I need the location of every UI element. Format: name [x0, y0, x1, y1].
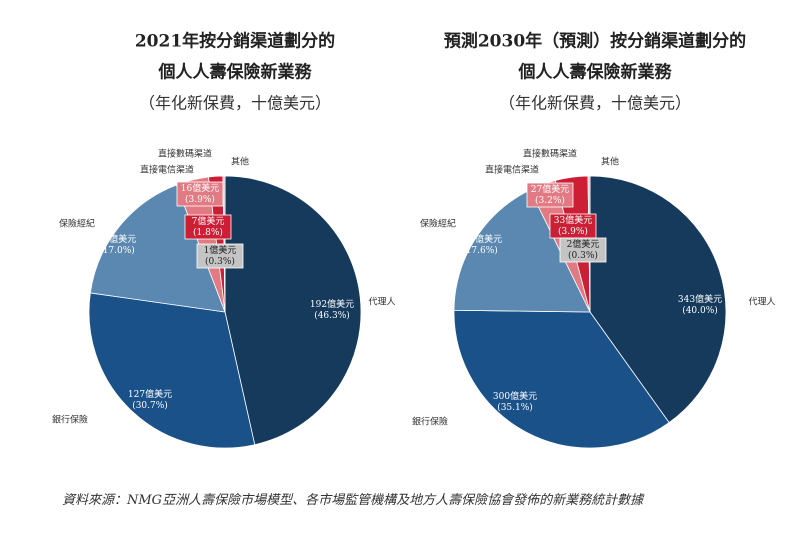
percent-label: (46.3%): [314, 310, 350, 321]
percent-label: (0.3%): [568, 250, 598, 261]
pie-slice: [589, 175, 727, 424]
value-label: 1億美元: [204, 244, 237, 256]
percent-label: (35.1%): [497, 402, 533, 413]
value-label: 27億美元: [531, 183, 569, 195]
value-label: 70億美元: [98, 233, 136, 245]
percent-label: (30.7%): [132, 400, 168, 411]
category-label: 直接數碼渠道: [523, 148, 577, 160]
category-label: 代理人: [748, 297, 775, 308]
value-label: 16億美元: [181, 182, 219, 194]
percent-label: (40.0%): [682, 305, 718, 316]
pie-slice: [88, 292, 256, 449]
category-label: 直接電信渠道: [140, 164, 194, 176]
value-label: 150億美元: [458, 233, 502, 245]
label-box: [526, 182, 574, 208]
value-label: 192億美元: [310, 298, 354, 310]
pie-slice: [224, 175, 362, 446]
chart-subtitle: （年化新保費，十億美元）: [139, 94, 331, 113]
value-label: 33億美元: [554, 214, 592, 226]
percent-label: (17.0%): [99, 245, 135, 256]
value-label: 127億美元: [128, 388, 172, 400]
category-label: 直接數碼渠道: [158, 148, 212, 160]
percent-label: (1.8%): [193, 227, 223, 238]
chart-subtitle: （年化新保費，十億美元）: [499, 94, 691, 113]
category-label: 直接電信渠道: [485, 164, 539, 176]
chart-title: 個人人壽保險新業務: [158, 62, 313, 83]
percent-label: (0.3%): [205, 256, 235, 267]
category-label: 銀行保險: [412, 416, 448, 428]
percent-label: (3.9%): [185, 194, 215, 205]
percent-label: (17.6%): [462, 245, 498, 256]
label-box: [196, 243, 244, 269]
value-label: 300億美元: [493, 390, 537, 402]
value-label: 343億美元: [678, 293, 722, 305]
label-box: [549, 213, 597, 239]
label-box: [184, 214, 232, 240]
value-label: 2億美元: [567, 238, 600, 250]
pie-slice: [453, 309, 670, 449]
percent-label: (3.9%): [558, 226, 588, 237]
label-box: [559, 237, 607, 263]
pie-slice: [89, 184, 226, 313]
category-label: 銀行保險: [52, 414, 88, 426]
chart-title: 預測2030年（預測）按分銷渠道劃分的: [444, 31, 746, 52]
pie-slice: [453, 189, 591, 313]
category-label: 其他: [231, 156, 249, 168]
value-label: 7億美元: [192, 215, 225, 227]
source-note: 資料來源：NMG亞洲人壽保險市場模型、各市場監管機構及地方人壽保險協會發佈的新業…: [62, 493, 644, 508]
category-label: 保險經紀: [420, 218, 456, 230]
percent-label: (3.2%): [535, 195, 565, 206]
chart-title: 個人人壽保險新業務: [518, 62, 673, 83]
category-label: 其他: [601, 156, 619, 168]
category-label: 保險經紀: [59, 218, 95, 230]
category-label: 代理人: [368, 297, 395, 308]
pie-slice: [587, 175, 591, 313]
label-box: [176, 181, 224, 207]
chart-title: 2021年按分銷渠道劃分的: [135, 31, 335, 52]
